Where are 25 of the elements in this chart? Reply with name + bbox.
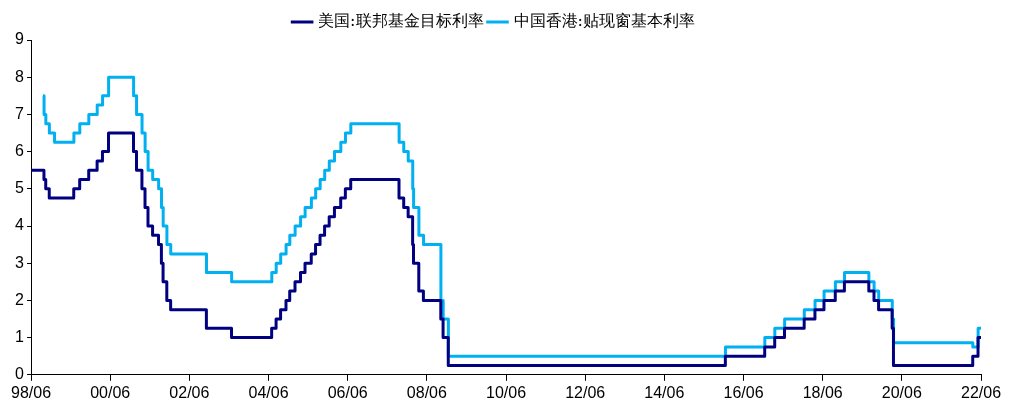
x-tick-label: 12/06	[565, 383, 606, 401]
x-tick-label: 00/06	[90, 383, 131, 401]
x-tick-label: 10/06	[485, 383, 527, 401]
y-tick-label: 3	[15, 253, 25, 271]
y-tick-label: 4	[15, 216, 25, 234]
y-tick-label: 1	[15, 328, 25, 346]
legend-label: 中国香港:贴现窗基本利率	[513, 11, 695, 31]
x-tick-label: 02/06	[169, 383, 210, 401]
x-tick-label: 98/06	[11, 383, 52, 401]
y-tick-label: 5	[15, 179, 25, 197]
y-tick-label: 7	[15, 104, 25, 122]
x-tick-label: 20/06	[881, 383, 922, 401]
y-tick-label: 9	[15, 30, 25, 48]
y-tick-label: 8	[15, 67, 25, 85]
legend-label: 美国:联邦基金目标利率	[318, 11, 484, 31]
x-tick-label: 16/06	[723, 383, 764, 401]
y-tick-label: 2	[15, 290, 25, 308]
x-tick-label: 22/06	[960, 383, 1002, 401]
x-tick-label: 18/06	[802, 383, 843, 401]
x-tick-label: 08/06	[406, 383, 447, 401]
y-tick-label: 6	[15, 142, 25, 160]
x-tick-label: 06/06	[327, 383, 368, 401]
y-tick-label: 0	[15, 365, 25, 383]
x-tick-label: 14/06	[644, 383, 685, 401]
x-tick-label: 04/06	[248, 383, 289, 401]
